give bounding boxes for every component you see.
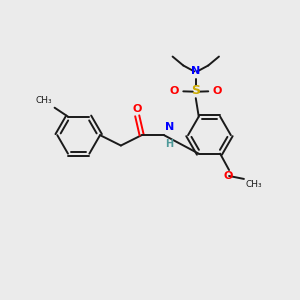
Text: O: O [212, 86, 222, 96]
Text: O: O [170, 86, 179, 96]
Text: N: N [191, 66, 200, 76]
Text: N: N [165, 122, 174, 133]
Text: CH₃: CH₃ [36, 96, 52, 105]
Text: O: O [133, 104, 142, 114]
Text: O: O [224, 171, 233, 181]
Text: H: H [165, 139, 173, 149]
Text: CH₃: CH₃ [245, 180, 262, 189]
Text: S: S [191, 84, 200, 97]
